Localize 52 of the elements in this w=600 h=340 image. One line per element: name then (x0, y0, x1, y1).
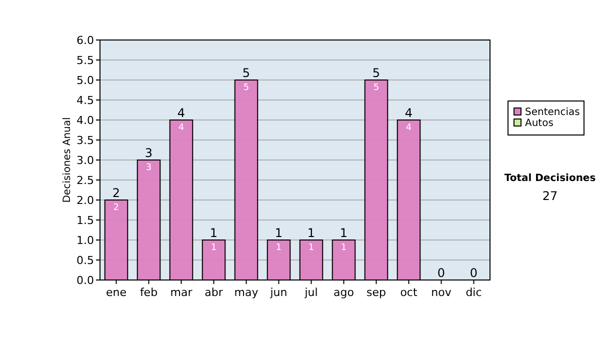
data-label: 1 (308, 243, 314, 253)
total-label: 1 (210, 226, 218, 240)
data-label: 4 (406, 123, 412, 133)
data-label: 3 (146, 163, 152, 173)
x-tick-label: feb (140, 286, 158, 299)
total-label: 5 (242, 66, 250, 80)
total-label: 0 (470, 266, 478, 280)
y-axis-title: Decisiones Anual (62, 117, 73, 203)
y-tick-label: 6.0 (76, 34, 94, 47)
x-tick-label: sep (366, 286, 386, 299)
data-label: 2 (113, 203, 120, 213)
y-tick-label: 2.0 (76, 194, 94, 207)
y-tick-label: 3.0 (76, 154, 94, 167)
y-tick-label: 2.5 (76, 174, 94, 187)
data-label: 4 (178, 123, 184, 133)
y-tick-label: 0.0 (76, 274, 94, 287)
text: Total Decisiones (504, 173, 596, 184)
text: 27 (542, 189, 558, 203)
total-label: 4 (177, 106, 186, 120)
y-tick-label: 4.5 (76, 94, 94, 107)
x-tick-label: ene (106, 286, 127, 299)
x-tick-label: abr (204, 286, 224, 299)
y-tick-label: 4.0 (76, 114, 94, 127)
total-label: 2 (112, 186, 120, 200)
data-label: 5 (373, 83, 380, 93)
x-tick-label: jul (304, 286, 318, 299)
total-label: 5 (372, 66, 380, 80)
data-label: 1 (340, 243, 347, 253)
y-tick-label: 3.5 (76, 134, 94, 147)
x-tick-label: may (234, 286, 259, 299)
y-tick-label: 1.5 (76, 214, 94, 227)
y-tick-label: 1.0 (76, 234, 94, 247)
data-label: 1 (210, 243, 217, 253)
x-tick-label: ago (334, 286, 354, 299)
data-label: 1 (276, 243, 282, 253)
y-tick-label: 0.5 (76, 254, 94, 267)
total-label: 4 (404, 106, 413, 120)
legend-label: Autos (525, 118, 554, 129)
x-tick-label: jun (269, 286, 288, 299)
total-label: 1 (274, 226, 283, 240)
y-tick-label: 5.5 (76, 54, 94, 67)
total-label: 1 (307, 226, 316, 240)
x-tick-label: oct (400, 286, 418, 299)
total-label: 0 (437, 266, 446, 280)
data-label: 5 (243, 83, 250, 93)
legend-label: Sentencias (525, 107, 580, 118)
total-label: 3 (144, 146, 153, 160)
y-tick-label: 5.0 (76, 74, 94, 87)
x-tick-label: nov (431, 286, 452, 299)
x-tick-label: mar (170, 286, 193, 299)
total-label: 1 (340, 226, 348, 240)
x-tick-label: dic (466, 286, 482, 299)
